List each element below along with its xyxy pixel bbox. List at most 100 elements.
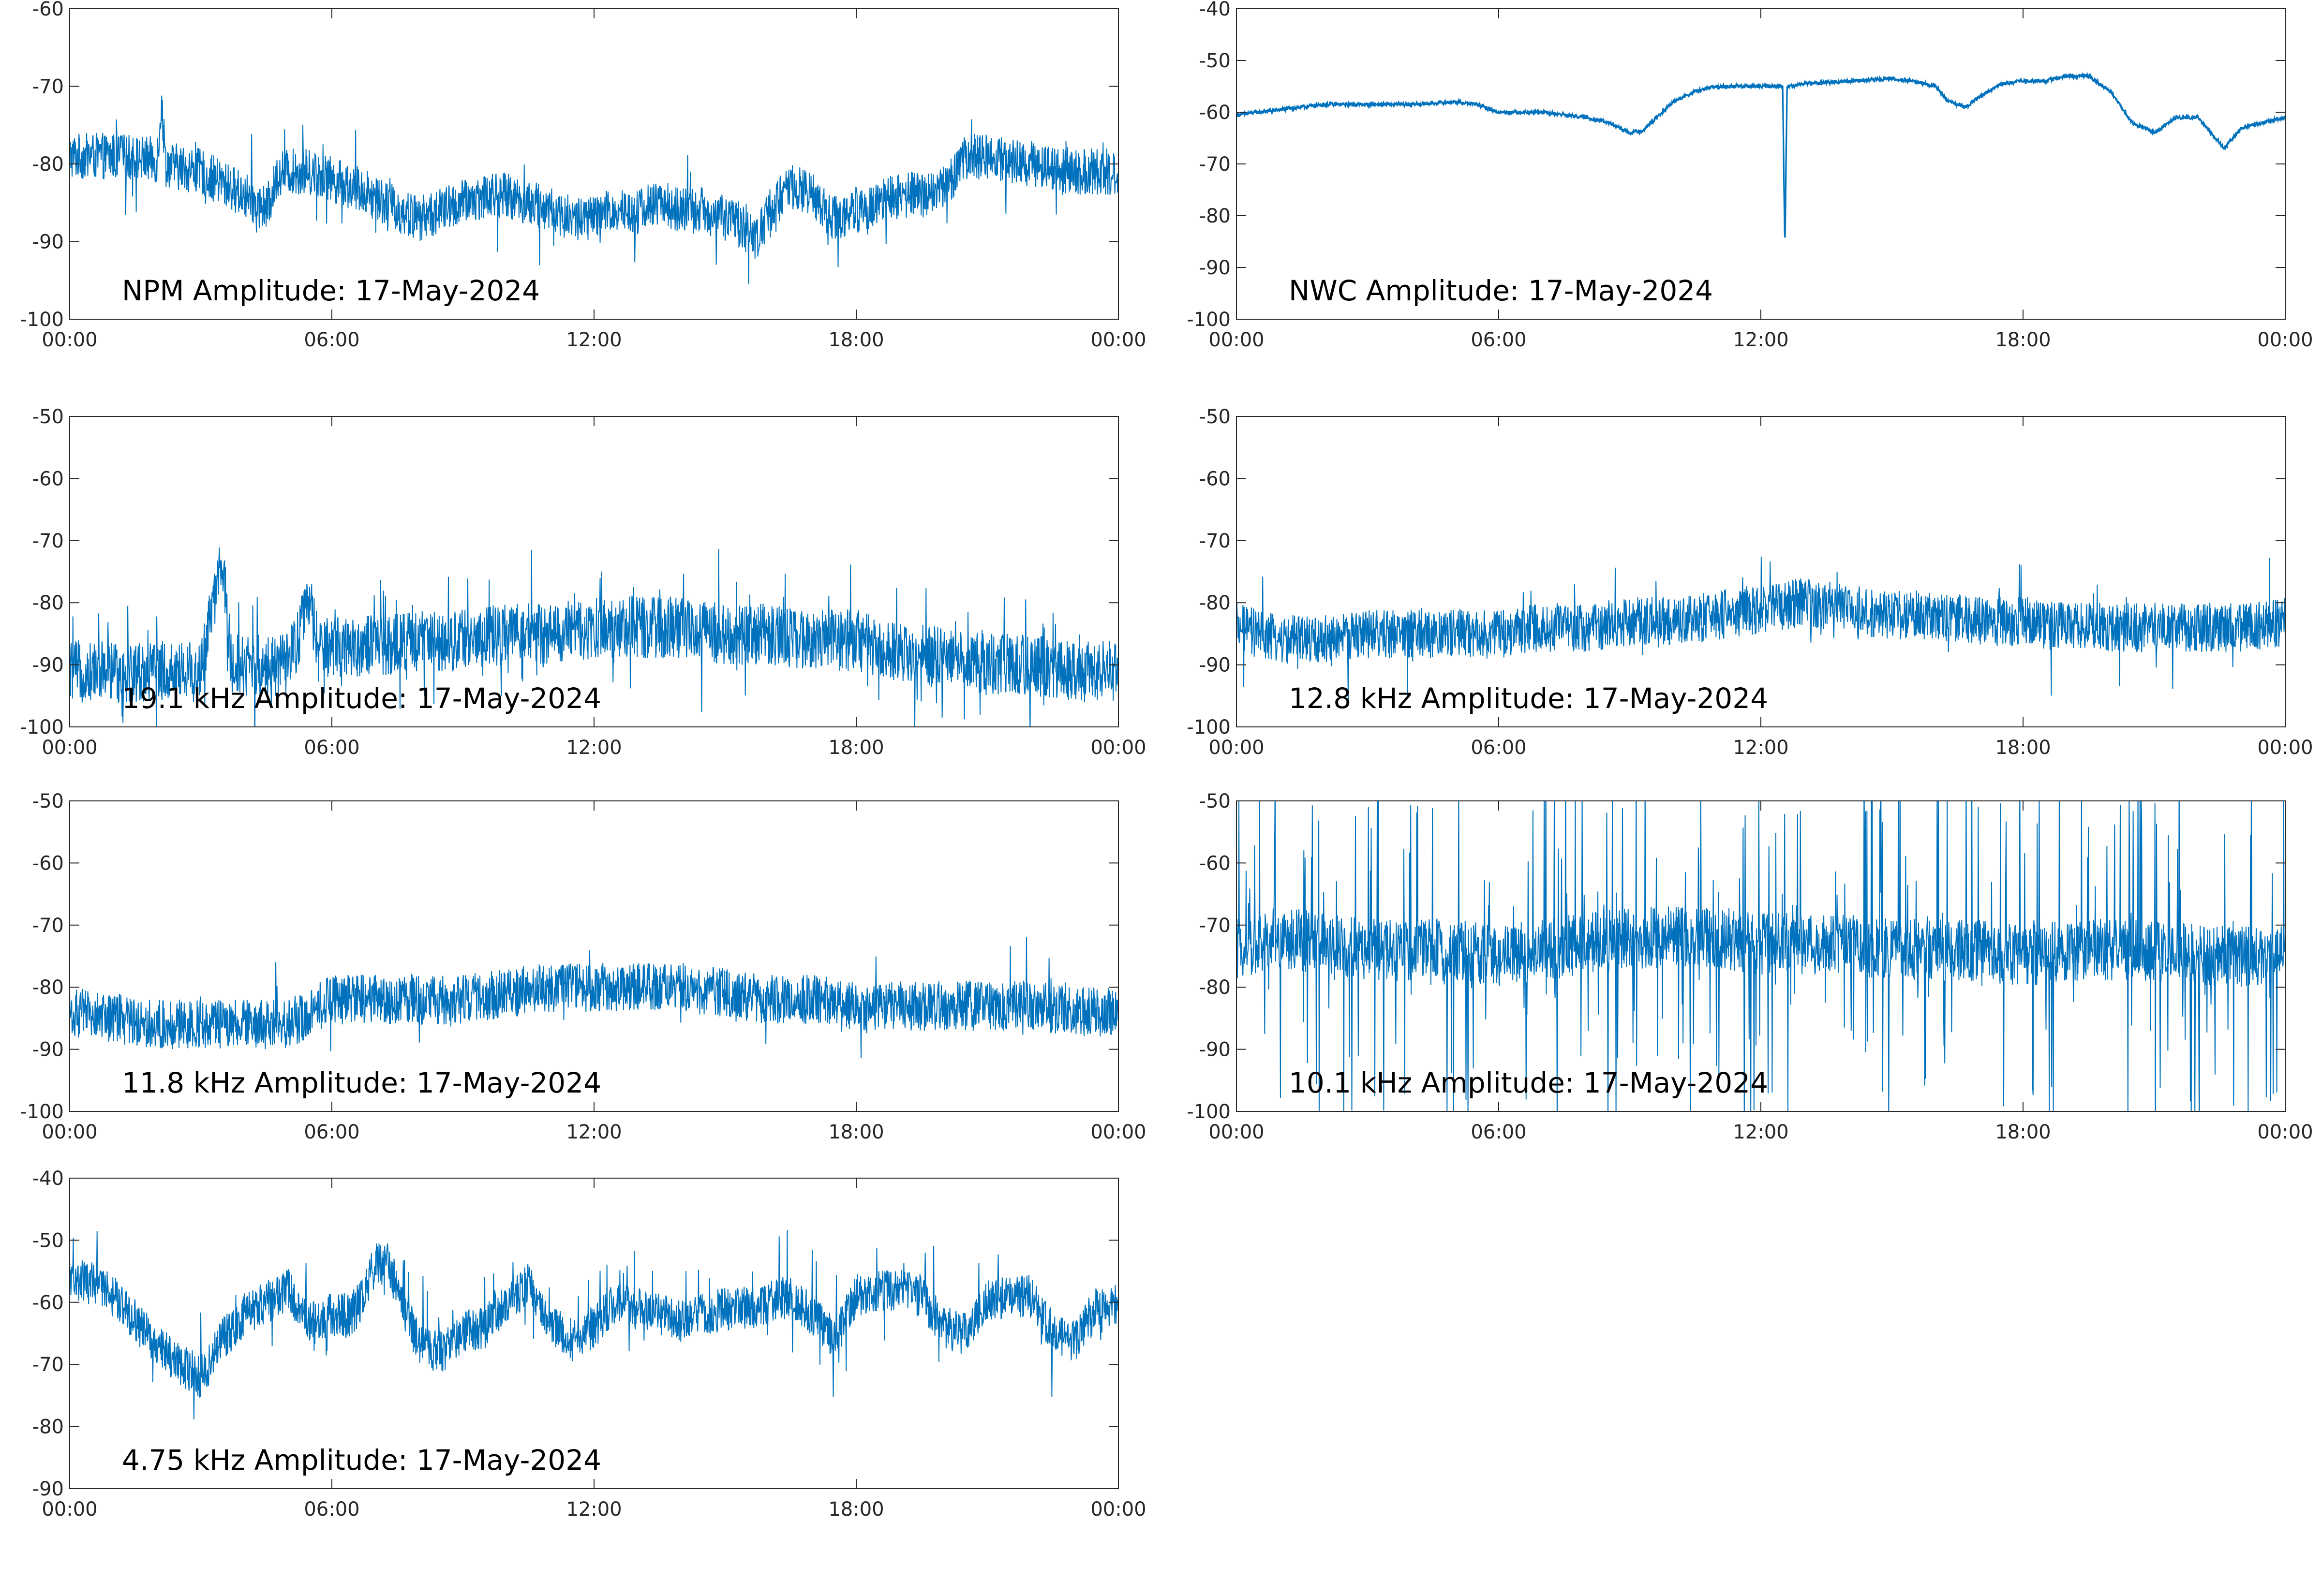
y-tick-label: -80: [32, 153, 64, 176]
series-line: [70, 937, 1118, 1058]
y-tick-label: -50: [1199, 50, 1231, 72]
x-tick-label: 00:00: [42, 1121, 97, 1143]
y-tick-label: -60: [32, 852, 64, 874]
y-tick-label: -80: [32, 1416, 64, 1438]
x-tick-label: 12:00: [1733, 737, 1788, 759]
y-tick-label: -100: [1187, 1101, 1231, 1123]
y-tick-label: -70: [1199, 915, 1231, 937]
y-tick-label: -80: [32, 592, 64, 614]
series-line: [1236, 801, 2285, 1111]
y-tick-label: -40: [1199, 0, 1231, 20]
x-tick-label: 00:00: [42, 737, 97, 759]
y-tick-label: -90: [32, 654, 64, 677]
y-tick-label: -80: [32, 976, 64, 999]
y-tick-label: -50: [32, 790, 64, 813]
y-tick-label: -50: [1199, 790, 1231, 813]
y-tick-label: -70: [32, 1354, 64, 1376]
x-tick-label: 00:00: [1090, 1498, 1146, 1521]
chart-title: 11.8 kHz Amplitude: 17-May-2024: [122, 1066, 601, 1099]
y-tick-label: -100: [1187, 716, 1231, 739]
x-tick-label: 18:00: [828, 1498, 884, 1521]
x-tick-label: 12:00: [566, 329, 622, 351]
x-tick-label: 00:00: [2257, 737, 2313, 759]
y-tick-label: -50: [32, 406, 64, 428]
y-tick-label: -90: [1199, 1039, 1231, 1061]
x-tick-label: 00:00: [42, 1498, 97, 1521]
y-tick-label: -40: [32, 1167, 64, 1190]
y-tick-label: -70: [32, 915, 64, 937]
y-tick-label: -80: [1199, 205, 1231, 227]
chart-title: NWC Amplitude: 17-May-2024: [1289, 274, 1713, 307]
chart-title: 12.8 kHz Amplitude: 17-May-2024: [1289, 682, 1768, 715]
chart-title: 19.1 kHz Amplitude: 17-May-2024: [122, 682, 601, 715]
y-tick-label: -70: [32, 76, 64, 98]
y-tick-label: -80: [1199, 592, 1231, 614]
y-tick-label: -90: [1199, 654, 1231, 677]
x-tick-label: 00:00: [2257, 1121, 2313, 1143]
y-tick-label: -70: [1199, 530, 1231, 552]
y-tick-label: -60: [32, 1292, 64, 1314]
y-tick-label: -60: [1199, 468, 1231, 490]
chart-title: 10.1 kHz Amplitude: 17-May-2024: [1289, 1066, 1768, 1099]
y-tick-label: -80: [1199, 976, 1231, 999]
series-line: [70, 547, 1118, 727]
y-tick-label: -50: [32, 1229, 64, 1252]
y-tick-label: -70: [1199, 153, 1231, 176]
x-tick-label: 12:00: [566, 737, 622, 759]
x-tick-label: 06:00: [1471, 1121, 1526, 1143]
x-tick-label: 18:00: [1995, 737, 2051, 759]
x-tick-label: 06:00: [304, 737, 359, 759]
chart-title: 4.75 kHz Amplitude: 17-May-2024: [122, 1444, 601, 1477]
y-tick-label: -60: [32, 468, 64, 490]
x-tick-label: 00:00: [1208, 329, 1264, 351]
y-tick-label: -90: [32, 231, 64, 253]
y-tick-label: -100: [20, 309, 64, 331]
x-tick-label: 18:00: [1995, 1121, 2051, 1143]
y-tick-label: -100: [20, 716, 64, 739]
x-tick-label: 06:00: [304, 1121, 359, 1143]
x-tick-label: 00:00: [1208, 737, 1264, 759]
x-tick-label: 12:00: [1733, 329, 1788, 351]
x-tick-label: 00:00: [2257, 329, 2313, 351]
x-tick-label: 00:00: [42, 329, 97, 351]
x-tick-label: 06:00: [1471, 329, 1526, 351]
y-tick-label: -100: [20, 1101, 64, 1123]
x-tick-label: 00:00: [1090, 329, 1146, 351]
x-tick-label: 00:00: [1208, 1121, 1264, 1143]
x-tick-label: 00:00: [1090, 737, 1146, 759]
x-tick-label: 12:00: [566, 1498, 622, 1521]
y-tick-label: -90: [32, 1039, 64, 1061]
series-line: [70, 95, 1118, 284]
x-tick-label: 18:00: [1995, 329, 2051, 351]
x-tick-label: 18:00: [828, 1121, 884, 1143]
y-tick-label: -90: [32, 1478, 64, 1500]
y-tick-label: -50: [1199, 406, 1231, 428]
series-line: [1236, 71, 2285, 238]
series-line: [1236, 557, 2285, 702]
x-tick-label: 06:00: [304, 329, 359, 351]
x-tick-label: 00:00: [1090, 1121, 1146, 1143]
y-tick-label: -60: [1199, 852, 1231, 874]
x-tick-label: 12:00: [1733, 1121, 1788, 1143]
series-line: [70, 1230, 1118, 1419]
y-tick-label: -60: [32, 0, 64, 20]
y-tick-label: -90: [1199, 257, 1231, 279]
y-tick-label: -70: [32, 530, 64, 552]
x-tick-label: 12:00: [566, 1121, 622, 1143]
x-tick-label: 06:00: [1471, 737, 1526, 759]
x-tick-label: 06:00: [304, 1498, 359, 1521]
y-tick-label: -60: [1199, 102, 1231, 124]
x-tick-label: 18:00: [828, 737, 884, 759]
chart-title: NPM Amplitude: 17-May-2024: [122, 274, 540, 307]
y-tick-label: -100: [1187, 309, 1231, 331]
